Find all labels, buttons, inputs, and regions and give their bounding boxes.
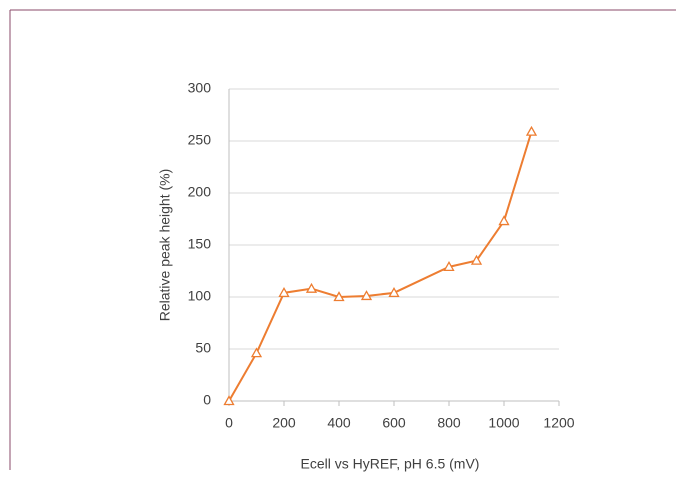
marker [388,287,400,297]
x-tick-label: 0 [225,415,233,431]
marker [333,291,345,302]
line-series [228,131,533,402]
x-axis-label: Ecell vs HyREF, pH 6.5 (mV) [301,456,480,472]
marker [498,215,510,226]
y-tick-label: 0 [203,392,211,408]
x-tick-label: 600 [382,415,406,431]
x-tick-label: 800 [437,415,461,431]
y-tick-label: 250 [188,132,212,148]
marker [250,347,263,358]
marker [360,290,373,301]
y-tick-label: 300 [188,80,212,96]
y-tick-label: 50 [195,340,211,356]
marker [305,282,318,293]
marker [443,261,455,271]
x-tick-label: 200 [272,415,296,431]
marker [525,125,538,136]
marker [470,254,483,265]
y-tick-label: 150 [188,236,212,252]
y-tick-label: 100 [188,288,212,304]
y-axis-label: Relative peak height (%) [157,169,173,322]
y-tick-label: 200 [188,184,212,200]
marker [278,287,290,297]
x-tick-label: 1000 [488,415,519,431]
x-tick-label: 400 [327,415,351,431]
x-tick-label: 1200 [543,415,574,431]
marker [223,395,235,406]
